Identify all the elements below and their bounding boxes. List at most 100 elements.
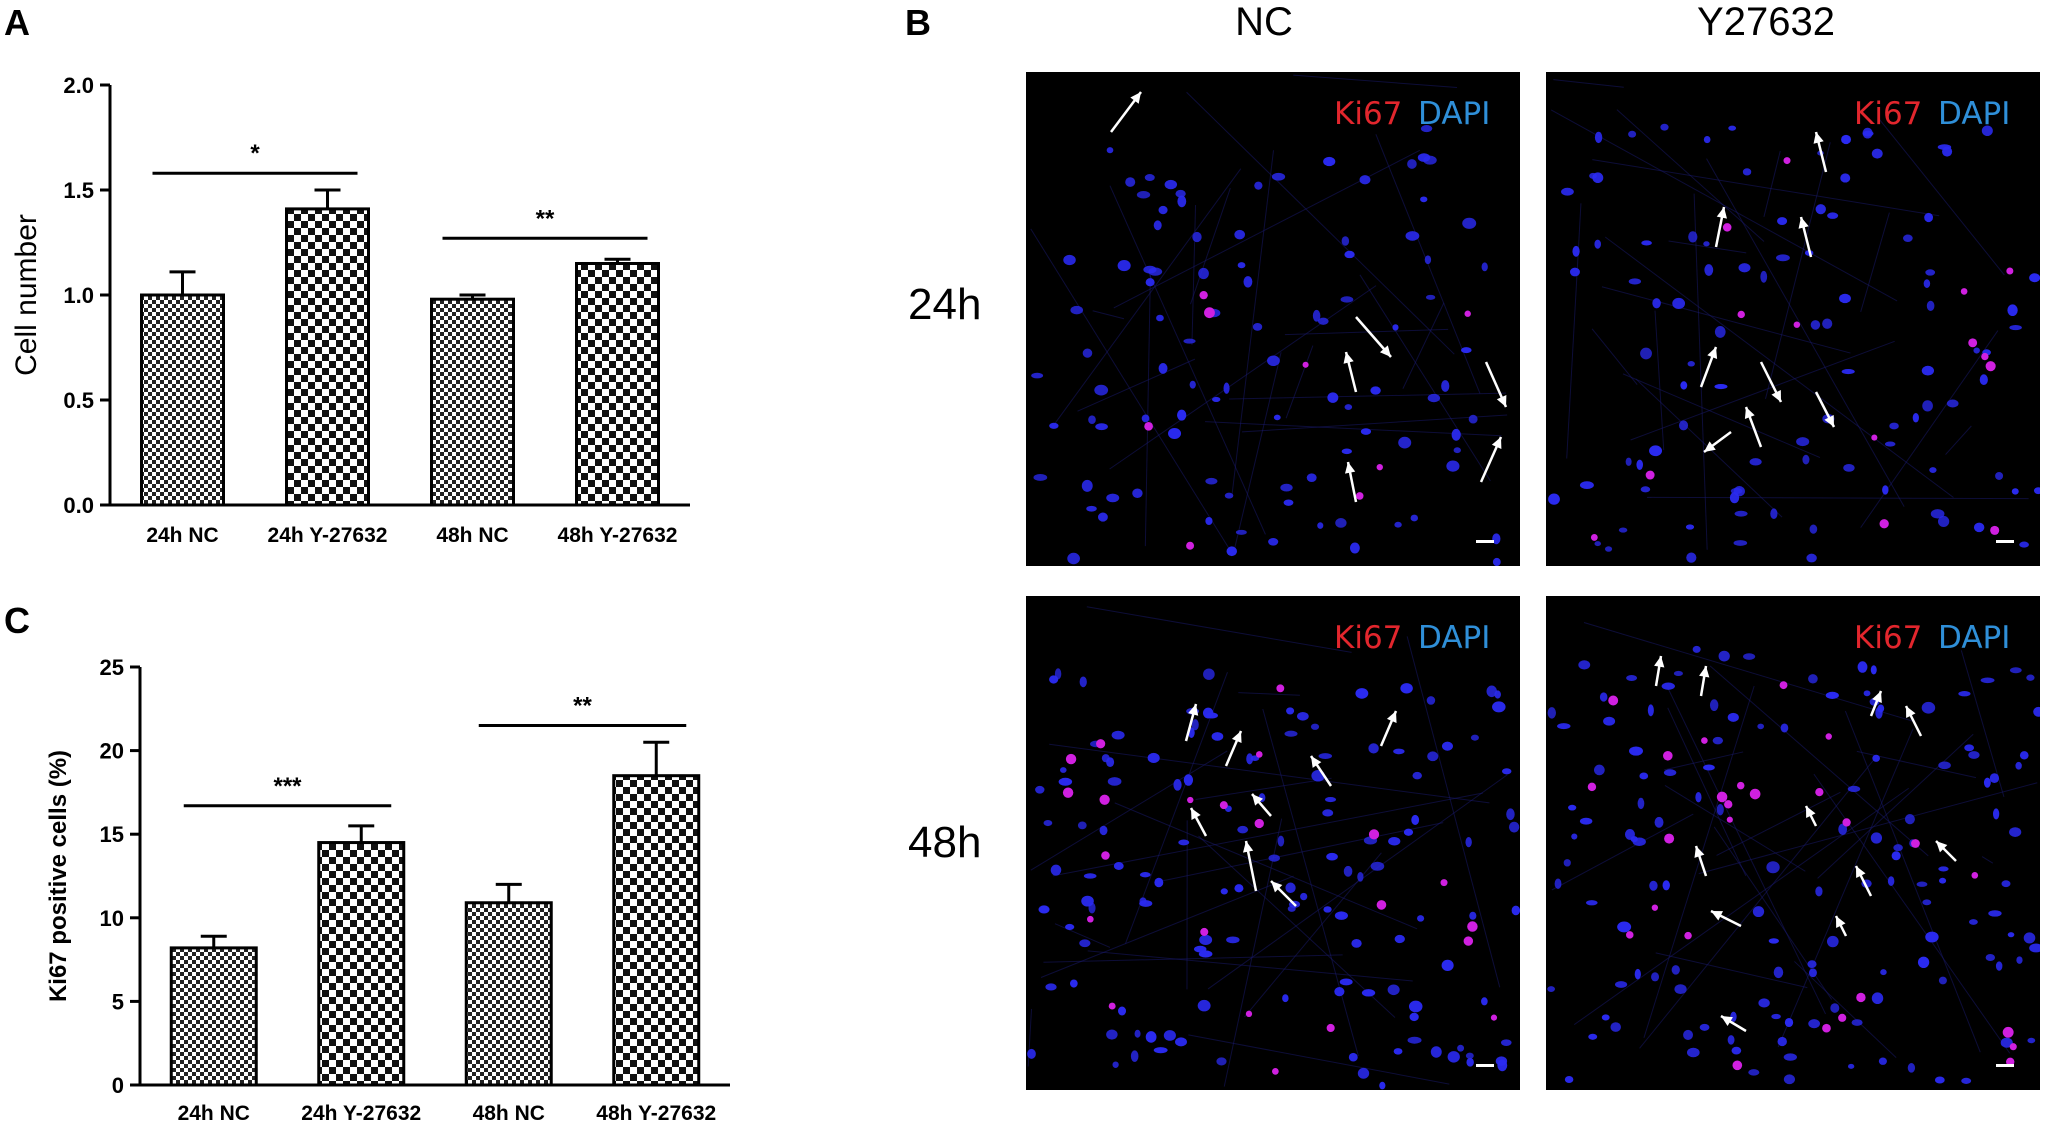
dapi-nucleus xyxy=(1904,813,1915,825)
bar xyxy=(285,207,370,507)
dapi-nucleus xyxy=(1156,314,1164,322)
dapi-nucleus xyxy=(1730,1011,1737,1022)
dapi-nucleus xyxy=(1912,413,1919,423)
dapi-nucleus xyxy=(1145,278,1155,287)
ki67-nucleus xyxy=(1722,223,1732,232)
dapi-nucleus xyxy=(1113,862,1124,870)
dapi-nucleus xyxy=(1158,362,1168,374)
dapi-nucleus xyxy=(1500,1039,1512,1046)
y-axis-label: Cell number xyxy=(10,214,43,376)
ki67-nucleus xyxy=(1985,361,1996,372)
fiber xyxy=(1573,787,1910,1026)
dapi-nucleus xyxy=(1065,923,1075,931)
ki67-nucleus xyxy=(1726,816,1733,823)
ki67-nucleus xyxy=(1822,1023,1831,1033)
significance-label: ** xyxy=(573,693,592,720)
dapi-nucleus xyxy=(2033,487,2040,495)
fiber xyxy=(1241,414,1508,433)
ki67-nucleus xyxy=(1732,1060,1743,1071)
dapi-nucleus xyxy=(1417,153,1431,162)
dapi-nucleus xyxy=(1651,972,1660,982)
dapi-nucleus xyxy=(1059,767,1067,773)
dapi-nucleus xyxy=(1111,730,1125,740)
fiber xyxy=(1293,74,1458,89)
dapi-nucleus xyxy=(1453,447,1461,454)
ki67-nucleus xyxy=(1815,788,1824,797)
dapi-nucleus xyxy=(1192,231,1202,243)
ki67-nucleus xyxy=(1200,927,1209,936)
dapi-nucleus xyxy=(1357,871,1364,882)
dapi-nucleus xyxy=(1599,692,1608,702)
dapi-nucleus xyxy=(1863,690,1871,697)
dapi-nucleus xyxy=(2029,943,2040,953)
dapi-nucleus xyxy=(1132,488,1143,499)
ki67-nucleus xyxy=(1645,470,1655,480)
dapi-nucleus xyxy=(1043,819,1053,827)
dapi-nucleus xyxy=(1145,1031,1157,1043)
fiber xyxy=(1591,328,1638,385)
dapi-nucleus xyxy=(1441,741,1453,751)
dapi-nucleus xyxy=(1760,270,1768,283)
dapi-nucleus xyxy=(1851,1019,1863,1026)
ki67-nucleus xyxy=(1960,288,1968,295)
dapi-nucleus xyxy=(1922,899,1932,906)
dapi-nucleus xyxy=(1035,785,1045,794)
fiber xyxy=(1156,822,1444,883)
ki67-nucleus xyxy=(1793,321,1801,328)
row-label-48h: 48h xyxy=(908,818,982,867)
dapi-nucleus xyxy=(1394,934,1405,944)
dapi-nucleus xyxy=(1585,900,1598,906)
fiber xyxy=(1668,240,1747,254)
fiber xyxy=(1583,622,1913,722)
dapi-nucleus xyxy=(1312,309,1321,322)
dapi-nucleus xyxy=(1469,911,1477,920)
ki67-nucleus xyxy=(1737,310,1745,319)
dapi-nucleus xyxy=(1926,300,1935,311)
dapi-nucleus xyxy=(1862,130,1874,137)
dapi-nucleus xyxy=(1223,382,1230,394)
dapi-nucleus xyxy=(1183,774,1194,786)
dapi-nucleus xyxy=(1097,512,1108,522)
dapi-nucleus xyxy=(1815,204,1826,215)
arrow-head xyxy=(1936,841,1948,853)
dapi-nucleus xyxy=(1703,135,1711,144)
dapi-nucleus xyxy=(1757,723,1765,730)
dapi-nucleus xyxy=(1045,983,1057,991)
fiber xyxy=(1706,158,1905,507)
dapi-nucleus xyxy=(1662,880,1670,891)
y-tick-label: 15 xyxy=(100,822,124,847)
dapi-nucleus xyxy=(1427,393,1441,403)
stain-label-dapi: DAPI xyxy=(1938,620,2011,656)
dapi-nucleus xyxy=(1618,527,1628,533)
dapi-nucleus xyxy=(1671,965,1680,975)
dapi-nucleus xyxy=(1243,276,1253,288)
dapi-nucleus xyxy=(1134,1029,1141,1038)
dapi-nucleus xyxy=(1563,859,1571,867)
dapi-nucleus xyxy=(1847,1063,1855,1069)
dapi-nucleus xyxy=(1989,773,2000,783)
stain-label-dapi: DAPI xyxy=(1418,96,1491,132)
fiber xyxy=(1077,358,1196,412)
dapi-nucleus xyxy=(1420,125,1433,133)
dapi-nucleus xyxy=(1334,911,1348,920)
dapi-nucleus xyxy=(1271,172,1286,181)
dapi-nucleus xyxy=(1220,888,1228,895)
ki67-nucleus xyxy=(1490,1014,1498,1021)
ki67-nucleus xyxy=(1856,992,1866,1003)
dapi-nucleus xyxy=(1335,518,1347,528)
dapi-nucleus xyxy=(1992,808,2000,820)
arrow-head xyxy=(1491,437,1502,449)
fiber xyxy=(1630,340,1895,441)
fiber xyxy=(1817,733,1974,879)
dapi-nucleus xyxy=(1649,445,1663,457)
dapi-nucleus xyxy=(1980,677,1995,684)
dapi-nucleus xyxy=(1191,719,1199,731)
fiber xyxy=(1051,168,1242,428)
dapi-nucleus xyxy=(1780,723,1789,733)
dapi-nucleus xyxy=(1106,147,1114,154)
dapi-nucleus xyxy=(1094,384,1109,396)
dapi-nucleus xyxy=(1703,241,1710,247)
dapi-nucleus xyxy=(1887,876,1895,886)
x-tick-label: 24h Y-27632 xyxy=(268,524,388,547)
y-tick-label: 0.0 xyxy=(63,493,94,518)
